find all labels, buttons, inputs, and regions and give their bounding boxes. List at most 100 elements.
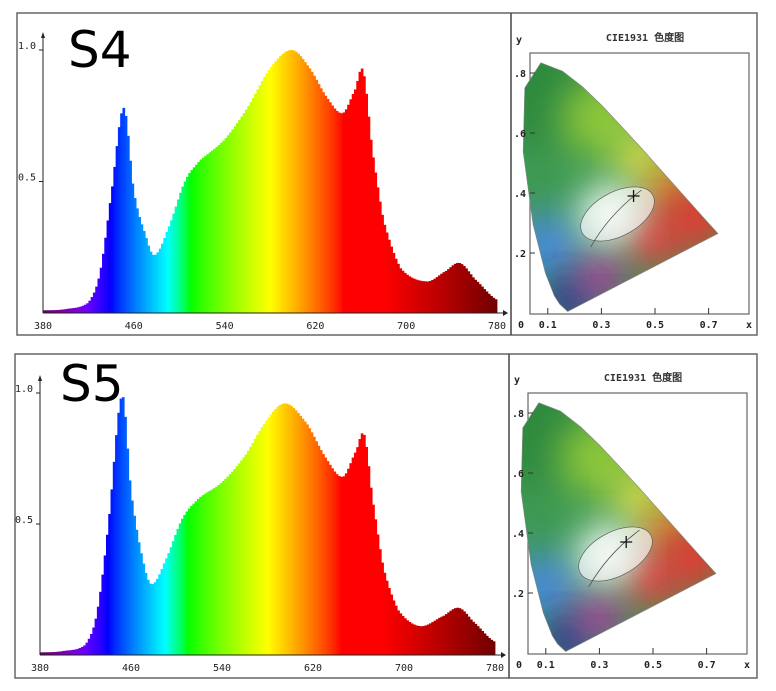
spectrum-bar	[213, 148, 216, 313]
spectrum-bar	[449, 267, 452, 313]
y-axis-arrow	[38, 375, 42, 381]
spectrum-bar	[196, 499, 200, 655]
spectrum-bar	[101, 574, 105, 655]
spectrum-bar	[137, 542, 141, 655]
spectrum-bar	[276, 406, 280, 655]
spectrum-bar	[240, 460, 243, 655]
spectrum-bar	[67, 308, 71, 313]
spectrum-bar	[144, 572, 148, 655]
y-tick-label: 0.5	[15, 515, 33, 526]
spectrum-bar	[135, 529, 139, 655]
spectrum-bar	[142, 230, 146, 313]
spectrum-bar	[56, 309, 60, 313]
spectrum-bar	[195, 164, 198, 313]
spectrum-bar	[115, 146, 119, 313]
series-label-s5: S5	[60, 355, 124, 413]
spectrum-bar	[451, 265, 455, 313]
spectrum-bar	[162, 563, 166, 655]
spectrum-bar	[85, 642, 89, 655]
spectrum-bar	[483, 289, 487, 313]
spectrum-bar	[415, 625, 419, 655]
spectrum-bar	[117, 127, 121, 314]
spectrum-bar	[256, 434, 259, 655]
spectrum-bar	[326, 98, 330, 313]
spectrum-bar	[428, 280, 432, 313]
x-tick-label: 460	[125, 321, 143, 332]
spectrum-bar	[308, 428, 312, 655]
spectrum-bar	[262, 423, 266, 655]
spectrum-bar	[399, 613, 403, 655]
spectrum-bar	[69, 650, 73, 655]
x-tick-label: 0.7	[700, 320, 718, 331]
spectrum-bar	[104, 237, 107, 313]
spectrum-bar	[90, 297, 94, 313]
spectrum-bar	[92, 627, 95, 655]
spectrum-bar	[367, 116, 371, 314]
spectrum-bar	[215, 146, 219, 313]
spectrum-bar	[326, 461, 330, 655]
x-tick-label: 0.1	[537, 660, 555, 671]
spectrum-bar	[406, 274, 409, 313]
spectrum-bar	[251, 98, 255, 313]
spectrum-bar	[153, 582, 157, 655]
spectrum-bar	[363, 434, 366, 655]
spectrum-bar	[77, 307, 80, 313]
spectrum-bar	[188, 173, 191, 313]
spectrum-bar	[204, 155, 207, 313]
spectrum-bar	[376, 534, 380, 655]
chromaticity-point-marker	[627, 190, 640, 202]
spectrum-bar	[94, 618, 98, 655]
spectrum-bar	[342, 476, 346, 655]
y-axis-label: y	[514, 375, 520, 386]
x-tick-label: 700	[397, 321, 415, 332]
spectrum-bar	[460, 264, 464, 313]
spectrum-bar	[197, 162, 201, 313]
spectrum-bar	[294, 51, 298, 314]
spectrum-bar	[133, 198, 137, 313]
y-tick-label: .2	[514, 249, 526, 260]
spectrum-bar	[304, 62, 307, 313]
spectrum-bar	[335, 474, 339, 655]
x-tick-label: 620	[306, 321, 324, 332]
spectrum-bar	[410, 623, 414, 655]
y-tick-label: 1.0	[15, 384, 33, 395]
cie-chart-title: CIE1931 色度图	[606, 31, 684, 44]
spectrum-bar	[217, 484, 221, 655]
spectrum-bar	[440, 273, 443, 313]
spectrum-bar	[206, 492, 209, 655]
spectrum-bar	[229, 132, 232, 313]
spectrum-bar	[192, 167, 196, 313]
spectrum-bar	[319, 450, 323, 655]
spectrum-bar	[99, 267, 103, 313]
spectrum-bar	[415, 279, 418, 313]
x-axis-label: x	[744, 660, 750, 671]
spectrum-bar	[351, 457, 355, 655]
spectrum-bar	[406, 620, 409, 655]
spectrum-bar	[185, 511, 189, 655]
x-axis-label: x	[746, 320, 752, 331]
spectrum-bar	[485, 635, 489, 655]
spectrum-bar	[360, 68, 364, 313]
spectrum-bar	[317, 445, 321, 655]
x-axis-arrow	[503, 310, 508, 316]
spectrum-bar	[410, 277, 414, 313]
spectrum-bar	[467, 616, 471, 655]
spectrum-bar	[86, 303, 89, 313]
spectrum-bar	[476, 281, 480, 313]
spectrum-chart-s4: 380 460 540 620 700 780 0.5 1.0	[18, 32, 508, 332]
spectrum-bar	[306, 65, 309, 313]
spectrum-bar	[96, 606, 100, 655]
spectrum-bar	[76, 648, 80, 655]
y-tick-label: 1.0	[18, 41, 36, 52]
spectrum-bar	[160, 569, 164, 655]
spectrum-bar	[256, 89, 260, 314]
x-tick-label: 620	[304, 663, 322, 674]
spectrum-bar	[363, 76, 366, 313]
spectrum-bar	[126, 448, 130, 655]
spectrum-bar	[62, 650, 66, 655]
spectrum-bar	[383, 572, 387, 655]
spectrum-bar	[140, 553, 143, 655]
spectrum-bar	[433, 620, 437, 655]
spectrum-bar	[353, 452, 357, 655]
spectrum-bar	[224, 478, 227, 655]
